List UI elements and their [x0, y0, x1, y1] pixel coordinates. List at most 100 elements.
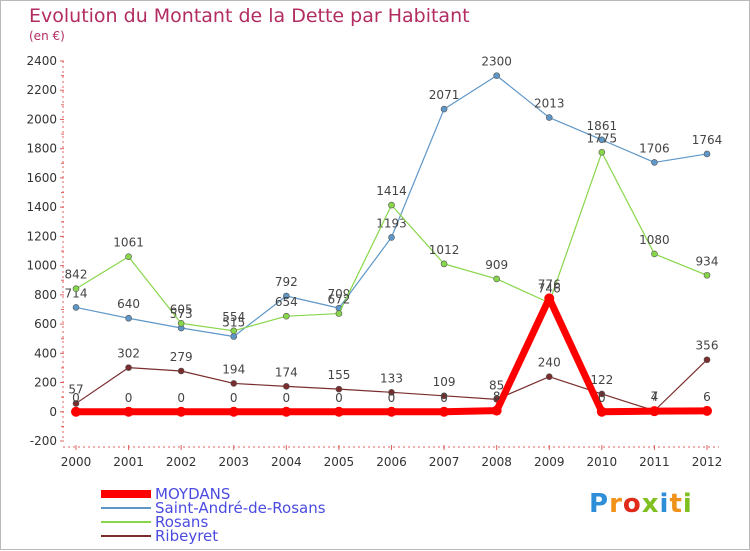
data-point — [283, 292, 290, 300]
data-point — [388, 201, 395, 209]
data-label: 57 — [68, 382, 83, 396]
x-tick-label: 2005 — [324, 455, 355, 469]
x-tick-label: 2002 — [166, 455, 197, 469]
data-point — [176, 406, 187, 417]
data-point — [703, 150, 711, 158]
x-tick-label: 2004 — [271, 455, 302, 469]
data-label: 1861 — [587, 119, 618, 133]
y-tick-label: 0 — [49, 405, 57, 419]
data-label: 356 — [696, 339, 719, 353]
data-point — [491, 405, 502, 416]
data-point — [598, 390, 606, 398]
data-label: 2300 — [481, 55, 512, 69]
data-point — [545, 114, 553, 121]
data-label: 0 — [283, 391, 291, 405]
data-point — [125, 364, 132, 371]
logo-letter: i — [682, 489, 693, 519]
data-label: 605 — [170, 302, 193, 316]
logo-letter: o — [622, 489, 642, 519]
x-tick-label: 2006 — [376, 455, 407, 469]
data-label: 1414 — [376, 184, 407, 198]
data-label: 6 — [703, 390, 711, 404]
data-point — [123, 406, 134, 417]
data-label: 1775 — [587, 131, 618, 145]
data-label: 194 — [222, 362, 245, 376]
data-label: 0 — [335, 391, 343, 405]
legend-label: MOYDANS — [155, 485, 230, 503]
data-point — [598, 136, 606, 144]
legend-label: Rosans — [155, 513, 208, 531]
data-label: 1012 — [429, 243, 460, 257]
chart-title: Evolution du Montant de la Dette par Hab… — [29, 5, 470, 27]
data-label: 0 — [388, 391, 396, 405]
data-point — [281, 406, 292, 417]
x-tick-label: 2008 — [481, 455, 512, 469]
data-point — [493, 275, 500, 283]
x-tick-label: 2001 — [113, 455, 144, 469]
legend: MOYDANSSaint-André-de-RosansRosansRibeyr… — [101, 485, 326, 545]
data-point — [703, 271, 711, 279]
data-point — [439, 406, 450, 417]
data-label: 133 — [380, 371, 403, 385]
y-tick-label: 600 — [34, 317, 57, 331]
chart-subtitle: (en €) — [29, 29, 65, 43]
data-point — [228, 406, 239, 417]
data-label: 0 — [230, 391, 238, 405]
data-point — [230, 380, 238, 387]
y-tick-label: 1200 — [26, 229, 57, 243]
data-label: 640 — [117, 297, 140, 311]
data-label: 4 — [651, 390, 659, 404]
data-point — [335, 385, 343, 393]
data-point — [598, 149, 606, 156]
data-label: 842 — [65, 268, 88, 282]
logo-letter: P — [589, 489, 610, 519]
series-rosans: 842 1061 605 554 654 672 1414 1012 909 746 1775 108… — [65, 131, 719, 335]
x-tick-label: 2007 — [429, 455, 460, 469]
data-label: 155 — [327, 368, 350, 382]
data-label: 714 — [65, 286, 88, 300]
y-tick-label: 1000 — [26, 259, 57, 273]
data-label: 573 — [170, 307, 193, 321]
data-label: 302 — [117, 347, 140, 361]
data-label: 109 — [433, 375, 456, 389]
legend-label: Ribeyret — [155, 527, 218, 545]
data-label: 85 — [489, 378, 504, 392]
data-label: 1061 — [113, 236, 144, 250]
data-label: 776 — [538, 277, 561, 291]
x-tick-label: 2010 — [587, 455, 618, 469]
legend-label: Saint-André-de-Rosans — [155, 499, 326, 517]
y-tick-label: 400 — [34, 346, 57, 360]
y-tick-label: 1400 — [26, 200, 57, 214]
y-tick-label: 200 — [34, 376, 57, 390]
data-label: 0 — [177, 391, 185, 405]
data-label: 554 — [222, 310, 245, 324]
data-label: 2071 — [429, 88, 460, 102]
y-tick-label: 2000 — [26, 112, 57, 126]
proxiti-logo: Proxiti — [589, 489, 693, 519]
x-tick-label: 2000 — [61, 455, 92, 469]
data-point — [177, 367, 185, 375]
data-point — [283, 312, 290, 320]
data-point — [493, 72, 500, 79]
data-label: 8 — [493, 390, 501, 404]
y-tick-label: 1600 — [26, 171, 57, 185]
data-label: 0 — [440, 391, 448, 405]
data-point — [388, 234, 395, 241]
data-label: 2013 — [534, 97, 565, 111]
data-point — [230, 327, 238, 335]
data-point — [651, 159, 658, 166]
data-label: 0 — [598, 391, 606, 405]
logo-letter: t — [669, 489, 683, 519]
y-tick-label: 2200 — [26, 83, 57, 97]
data-label: 934 — [696, 254, 719, 268]
x-tick-label: 2003 — [218, 455, 249, 469]
data-label: 746 — [538, 282, 561, 296]
data-point — [388, 389, 395, 396]
y-tick-label: -200 — [30, 434, 57, 448]
data-label: 792 — [275, 275, 298, 289]
data-point — [440, 392, 448, 400]
data-point — [125, 314, 132, 322]
data-label: 654 — [275, 295, 298, 309]
data-label: 709 — [327, 287, 350, 301]
